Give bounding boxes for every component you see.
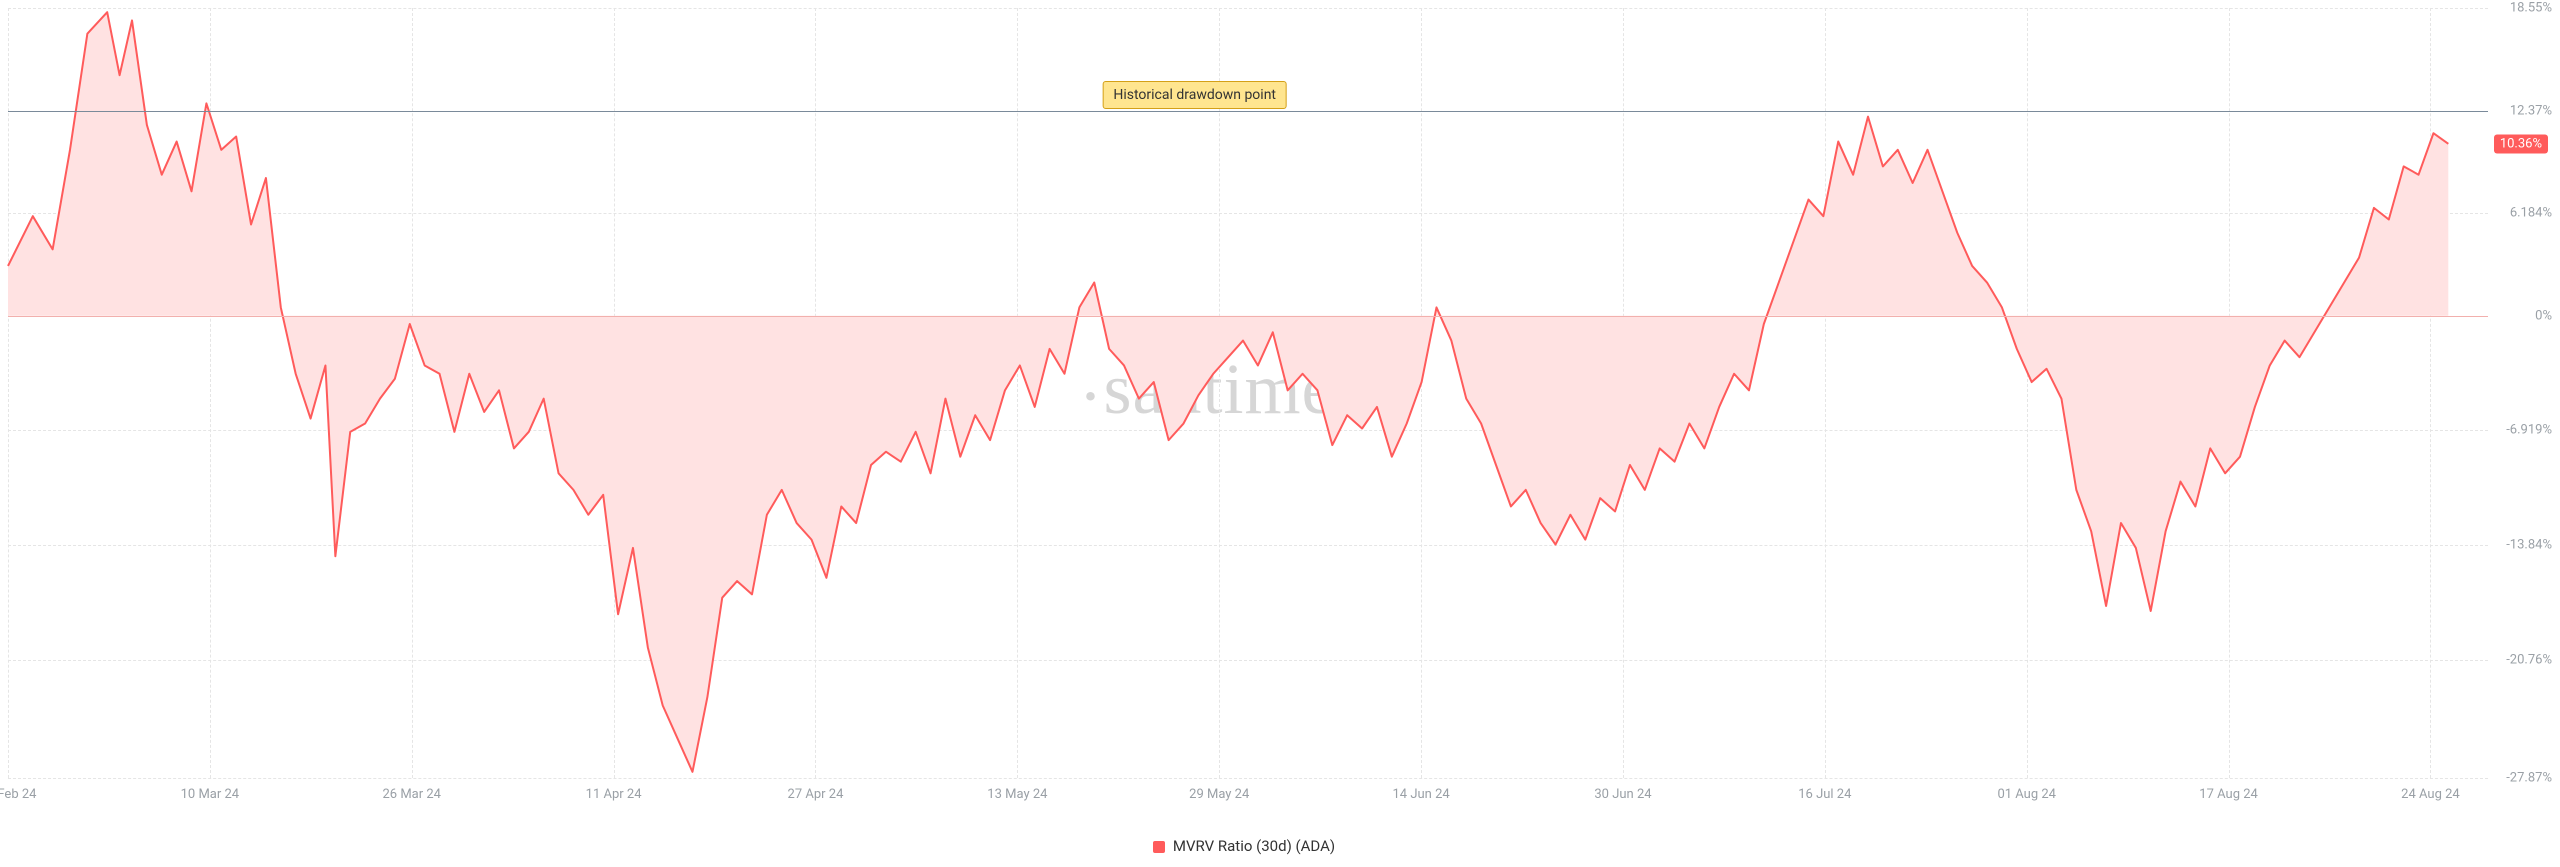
x-tick-label: 24 Aug 24 xyxy=(2401,787,2460,802)
x-tick-label: 27 Apr 24 xyxy=(788,787,844,802)
y-tick-label: 6.184% xyxy=(2510,206,2552,221)
mvrv-chart: ·santiment· Historical drawdown point 10… xyxy=(0,0,2560,867)
x-tick-label: 16 Jul 24 xyxy=(1798,787,1851,802)
legend: MVRV Ratio (30d) (ADA) xyxy=(0,837,2488,855)
y-tick-label: 12.37% xyxy=(2510,103,2552,118)
drawdown-line xyxy=(8,111,2488,112)
y-tick-label: 0% xyxy=(2535,308,2552,323)
x-tick-label: 29 May 24 xyxy=(1189,787,1249,802)
legend-label: MVRV Ratio (30d) (ADA) xyxy=(1173,837,1335,855)
y-tick-label: -20.76% xyxy=(2506,653,2552,668)
y-tick-label: -13.84% xyxy=(2506,538,2552,553)
y-tick-label: -27.87% xyxy=(2506,771,2552,786)
x-tick-label: 17 Aug 24 xyxy=(2199,787,2258,802)
x-tick-label: 30 Jun 24 xyxy=(1594,787,1651,802)
area-series xyxy=(8,8,2488,778)
x-tick-label: 11 Apr 24 xyxy=(586,787,642,802)
zero-line xyxy=(8,316,2488,317)
legend-swatch xyxy=(1153,841,1165,853)
x-tick-label: 10 Mar 24 xyxy=(181,787,240,802)
plot-area[interactable]: ·santiment· Historical drawdown point 10… xyxy=(8,8,2488,778)
y-tick-label: -6.919% xyxy=(2506,423,2552,438)
x-tick-label: 14 Jun 24 xyxy=(1392,787,1449,802)
x-axis: 23 Feb 2410 Mar 2426 Mar 2411 Apr 2427 A… xyxy=(8,787,2488,807)
drawdown-annotation: Historical drawdown point xyxy=(1102,81,1287,109)
y-tick-label: 18.55% xyxy=(2510,1,2552,16)
x-tick-label: 01 Aug 24 xyxy=(1997,787,2056,802)
x-tick-label: 26 Mar 24 xyxy=(382,787,441,802)
x-tick-label: 13 May 24 xyxy=(987,787,1047,802)
x-tick-label: 23 Feb 24 xyxy=(0,787,36,802)
y-axis: 18.55%12.37%6.184%0%-6.919%-13.84%-20.76… xyxy=(2496,8,2560,778)
